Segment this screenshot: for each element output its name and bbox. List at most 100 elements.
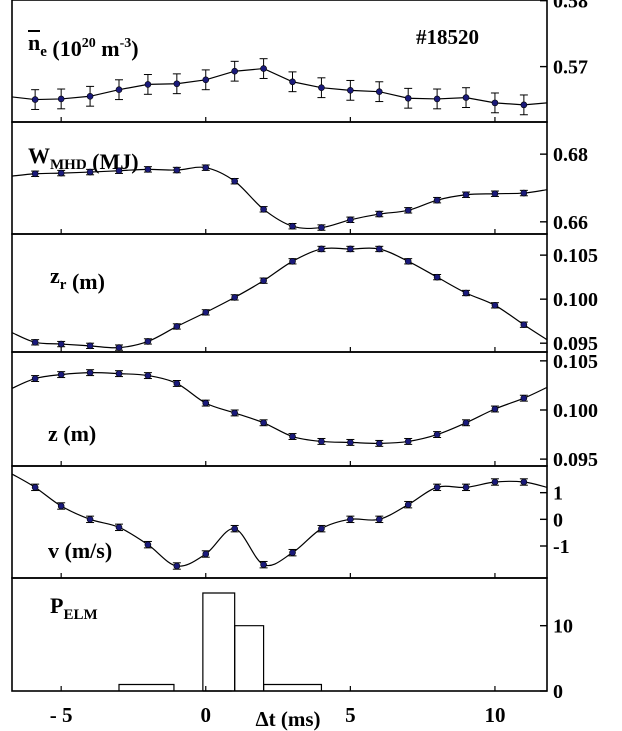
elm-step-bar bbox=[202, 592, 236, 691]
data-point bbox=[289, 78, 296, 86]
xtick-label: 10 bbox=[484, 703, 505, 727]
data-point bbox=[491, 302, 499, 309]
data-point bbox=[375, 516, 383, 523]
data-point bbox=[347, 216, 354, 224]
series-line-ne bbox=[12, 67, 547, 106]
panel-label-pelm: PELM bbox=[50, 593, 98, 623]
data-point bbox=[491, 405, 499, 413]
series-line-zr bbox=[12, 247, 547, 349]
data-point bbox=[144, 166, 152, 173]
data-point bbox=[144, 541, 152, 548]
data-point bbox=[86, 168, 94, 176]
data-point bbox=[173, 562, 181, 570]
panel-frame-wmhd bbox=[11, 121, 548, 235]
x-axis-label: Δt (ms) bbox=[255, 707, 320, 731]
data-point bbox=[375, 88, 383, 95]
data-point bbox=[231, 409, 238, 417]
ytick-label-ne: 0.58 bbox=[553, 0, 588, 13]
data-point bbox=[433, 273, 441, 281]
data-point bbox=[404, 207, 412, 214]
data-point bbox=[173, 166, 181, 174]
data-point bbox=[144, 338, 152, 345]
data-point bbox=[289, 257, 296, 265]
data-point bbox=[231, 67, 238, 75]
data-point bbox=[260, 277, 267, 284]
data-point bbox=[260, 205, 267, 213]
panel-label-ne: ne (1020 m-3) bbox=[28, 30, 139, 61]
data-point bbox=[520, 189, 528, 197]
data-point bbox=[375, 440, 383, 447]
data-point bbox=[202, 550, 210, 558]
data-point bbox=[57, 340, 65, 348]
data-point bbox=[318, 245, 325, 253]
data-point bbox=[404, 501, 412, 508]
data-point bbox=[86, 342, 94, 350]
data-point bbox=[404, 257, 412, 265]
data-point bbox=[31, 96, 39, 103]
data-point bbox=[173, 380, 181, 387]
data-point bbox=[318, 224, 325, 231]
ytick-label-wmhd: 0.68 bbox=[553, 144, 588, 166]
data-point bbox=[202, 309, 210, 316]
data-point bbox=[202, 164, 210, 171]
data-point bbox=[318, 84, 325, 92]
data-point bbox=[144, 372, 152, 379]
data-point bbox=[462, 419, 470, 427]
ytick-label-zr: 0.095 bbox=[553, 333, 598, 355]
data-point bbox=[173, 323, 181, 330]
data-point bbox=[86, 516, 94, 523]
data-point bbox=[57, 371, 65, 378]
data-point bbox=[115, 370, 123, 377]
data-point bbox=[86, 369, 94, 376]
ytick-label-v: -1 bbox=[553, 536, 570, 558]
panel-frame-pelm bbox=[11, 577, 548, 692]
elm-step-bar bbox=[234, 625, 265, 691]
data-point bbox=[433, 484, 441, 491]
panel-label-wmhd: WMHD (MJ) bbox=[28, 143, 139, 174]
elm-step-bar bbox=[118, 683, 175, 691]
panel-label-z: z (m) bbox=[48, 421, 96, 446]
data-point bbox=[260, 65, 267, 72]
data-point bbox=[520, 321, 528, 329]
panel-frame-ne bbox=[11, 0, 548, 123]
data-point bbox=[115, 167, 123, 175]
data-point bbox=[491, 190, 499, 198]
data-point bbox=[520, 394, 528, 402]
panel-ne: 0.57 0.58 ne (1020 m-3) bbox=[11, 0, 588, 123]
data-point bbox=[173, 80, 181, 88]
data-point bbox=[462, 191, 470, 199]
data-point bbox=[231, 294, 238, 301]
data-point bbox=[491, 478, 499, 486]
data-point bbox=[433, 431, 441, 438]
data-point bbox=[462, 484, 470, 491]
data-point bbox=[260, 419, 267, 427]
data-point bbox=[433, 95, 441, 103]
data-point bbox=[202, 76, 210, 84]
x-axis: - 5 0 5 10 Δt (ms) bbox=[50, 703, 506, 731]
ytick-label-v: 1 bbox=[553, 483, 563, 505]
data-point bbox=[57, 169, 65, 177]
data-point bbox=[231, 525, 238, 532]
ytick-label-z: 0.100 bbox=[553, 400, 598, 422]
panel-v: -1 0 1 v (m/s) bbox=[11, 465, 570, 579]
panel-z: 0.095 0.100 0.105 z (m) bbox=[11, 351, 598, 471]
data-point bbox=[115, 344, 123, 351]
ytick-label-z: 0.105 bbox=[553, 351, 598, 373]
data-point bbox=[433, 196, 441, 204]
data-point bbox=[347, 87, 354, 94]
data-point bbox=[491, 99, 499, 107]
ytick-label-wmhd: 0.66 bbox=[553, 212, 588, 234]
data-point bbox=[404, 438, 412, 445]
data-point bbox=[318, 525, 325, 532]
data-point bbox=[31, 375, 39, 382]
data-point bbox=[57, 502, 65, 510]
data-point bbox=[347, 245, 354, 253]
data-point bbox=[404, 94, 412, 102]
data-point bbox=[347, 439, 354, 446]
data-point bbox=[115, 86, 123, 93]
elm-step-bar bbox=[262, 683, 323, 691]
data-point bbox=[31, 339, 39, 346]
ytick-label-zr: 0.105 bbox=[553, 245, 598, 267]
